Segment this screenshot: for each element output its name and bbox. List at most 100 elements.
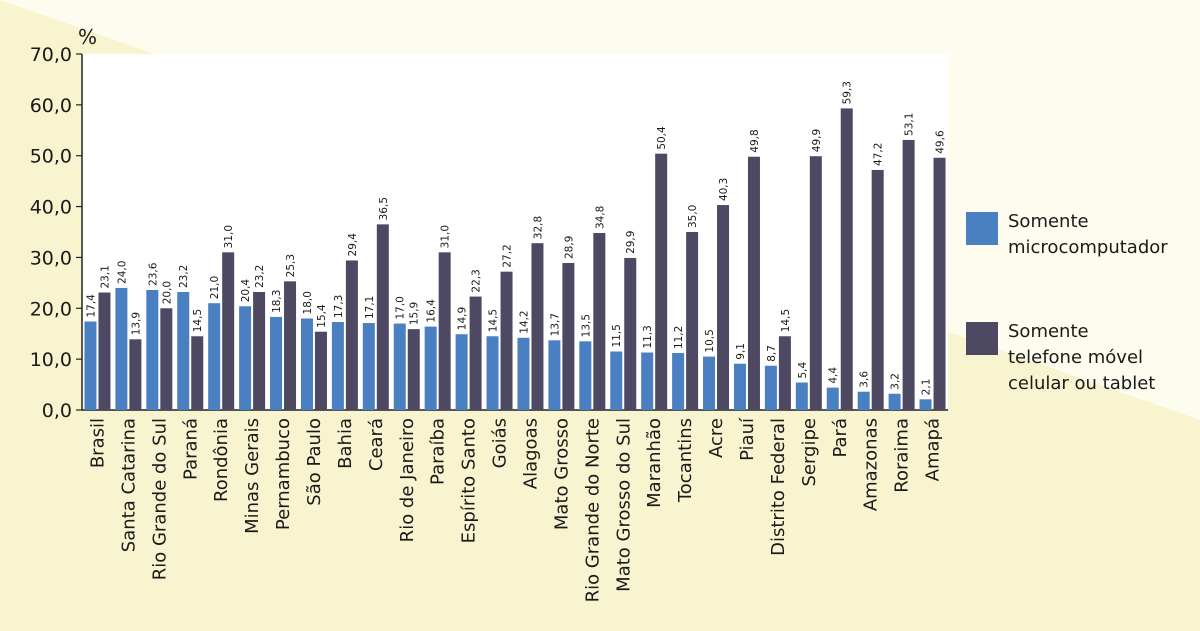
data-label: 23,6: [147, 262, 159, 286]
legend-label: telefone móvel: [1008, 347, 1143, 368]
data-label: 29,9: [625, 231, 637, 254]
bar-celular-tablet: [747, 156, 760, 410]
data-label: 35,0: [687, 205, 699, 228]
bar-celular-tablet: [438, 252, 451, 410]
bar-celular-tablet: [871, 169, 884, 410]
data-labels-group: 17,423,1 24,0 13,9 23,620,0 23,2 14,5 21,0 31,0…: [85, 81, 946, 395]
bar-microcomputador: [362, 323, 375, 410]
legend-label: Somente: [1008, 321, 1089, 342]
x-category-label: Alagoas: [520, 418, 541, 489]
data-label: 20,0: [161, 281, 173, 304]
data-label: 50,4: [656, 126, 668, 150]
bar-celular-tablet: [655, 153, 668, 410]
x-category-label: Goiás: [490, 418, 511, 468]
bar-microcomputador: [239, 306, 252, 410]
data-label: 20,4: [240, 279, 252, 303]
bar-celular-tablet: [222, 252, 235, 410]
bar-microcomputador: [919, 399, 932, 410]
legend: Somente microcomputador Somente telefone mó…: [966, 211, 1168, 394]
bar-microcomputador: [115, 287, 128, 410]
data-label: 18,3: [271, 290, 283, 313]
data-label: 3,6: [859, 371, 871, 388]
bar-microcomputador: [393, 323, 406, 410]
bar-celular-tablet: [253, 292, 266, 410]
data-label: 3,2: [890, 373, 902, 390]
bar-microcomputador: [888, 393, 901, 410]
data-label: 17,1: [364, 296, 376, 319]
bar-celular-tablet: [686, 232, 699, 410]
bar-celular-tablet: [500, 271, 513, 410]
x-category-label: Minas Gerais: [242, 418, 263, 534]
legend-label: microcomputador: [1008, 237, 1168, 258]
data-label: 34,8: [594, 206, 606, 229]
data-label: 15,9: [409, 302, 421, 325]
bar-celular-tablet: [593, 233, 606, 410]
bar-celular-tablet: [902, 139, 915, 410]
bar-celular-tablet: [624, 257, 637, 410]
bar-celular-tablet: [469, 296, 482, 410]
x-category-label: Tocantins: [675, 418, 696, 503]
bar-microcomputador: [517, 337, 530, 410]
data-label: 17,4: [85, 294, 97, 318]
x-category-label: Amapá: [923, 418, 944, 481]
bar-celular-tablet: [129, 339, 142, 410]
data-label: 24,0: [116, 261, 128, 284]
data-label: 36,5: [378, 197, 390, 220]
bar-microcomputador: [424, 326, 437, 410]
legend-label: Somente: [1008, 211, 1089, 232]
data-label: 28,9: [563, 236, 575, 259]
data-label: 53,1: [904, 113, 916, 136]
data-label: 18,0: [302, 291, 314, 314]
data-label: 13,5: [580, 314, 592, 337]
data-label: 9,1: [735, 343, 747, 360]
data-label: 27,2: [502, 244, 514, 267]
data-label: 13,7: [549, 313, 561, 336]
data-label: 32,8: [532, 216, 544, 239]
x-category-label: Roraima: [892, 418, 913, 493]
x-category-label: Pará: [830, 418, 851, 458]
bar-celular-tablet: [778, 336, 791, 410]
bar-microcomputador: [208, 303, 221, 410]
legend-swatch: [966, 212, 998, 245]
bar-celular-tablet: [98, 292, 111, 410]
data-label: 11,2: [673, 326, 685, 349]
data-label: 47,2: [873, 143, 885, 166]
data-label: 11,3: [642, 325, 654, 348]
bar-celular-tablet: [531, 243, 544, 410]
x-category-label: Distrito Federal: [768, 418, 789, 556]
bar-celular-tablet: [407, 329, 420, 410]
bar-celular-tablet: [345, 260, 358, 410]
data-label: 8,7: [766, 345, 778, 362]
bar-microcomputador: [300, 318, 313, 410]
bar-celular-tablet: [933, 157, 946, 410]
legend-swatch: [966, 322, 998, 355]
x-category-label: Ceará: [366, 418, 387, 471]
data-label: 49,6: [935, 130, 947, 154]
bar-microcomputador: [826, 387, 839, 410]
bar-celular-tablet: [160, 308, 173, 410]
data-label: 17,3: [333, 295, 345, 318]
data-label: 31,0: [440, 225, 452, 248]
data-label: 14,5: [488, 309, 500, 332]
x-category-label: Paraná: [180, 418, 201, 480]
data-label: 23,2: [178, 265, 190, 288]
data-label: 59,3: [842, 81, 854, 104]
bar-microcomputador: [177, 292, 190, 410]
bar-celular-tablet: [376, 224, 389, 410]
data-label: 31,0: [223, 225, 235, 248]
data-label: 14,5: [780, 309, 792, 332]
x-category-label: Piauí: [737, 417, 758, 461]
x-category-label: Mato Grosso: [551, 418, 572, 530]
y-tick-label: 20,0: [30, 298, 72, 320]
x-category-label: Rio de Janeiro: [397, 418, 418, 542]
bar-microcomputador: [703, 356, 716, 410]
data-label: 49,9: [811, 129, 823, 152]
data-label: 23,2: [254, 265, 266, 288]
data-label: 25,3: [285, 254, 297, 277]
x-category-label: Pernambuco: [273, 418, 294, 530]
data-label: 5,4: [797, 362, 809, 379]
x-category-label: Amazonas: [861, 418, 882, 511]
bar-microcomputador: [455, 334, 468, 410]
x-category-label: Santa Catarina: [118, 418, 139, 552]
